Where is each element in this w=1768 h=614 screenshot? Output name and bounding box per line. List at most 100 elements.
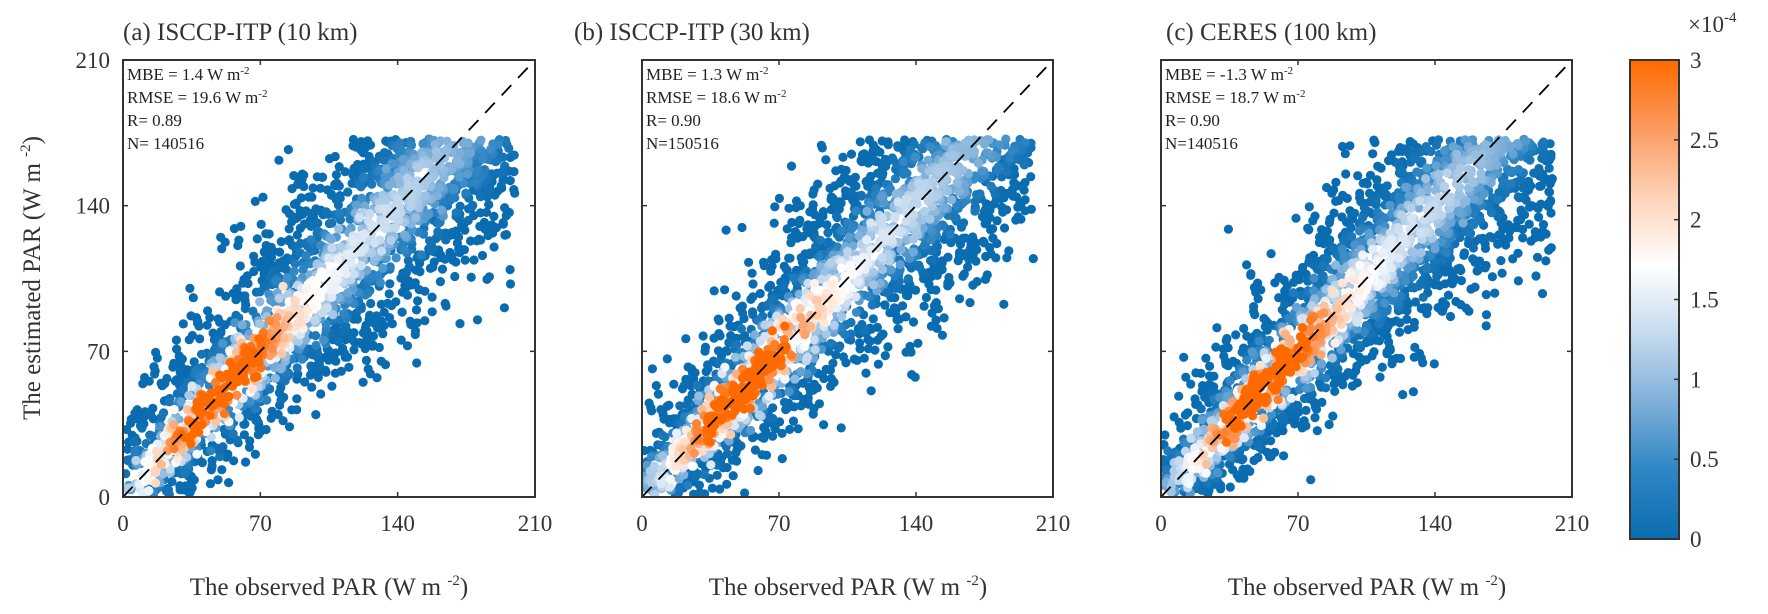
data-point — [1196, 404, 1206, 414]
data-point — [341, 321, 351, 331]
data-point — [375, 278, 385, 288]
data-point — [1384, 337, 1394, 347]
data-point — [1009, 177, 1019, 188]
data-point — [484, 185, 494, 195]
data-point — [455, 319, 465, 329]
data-point — [895, 259, 905, 270]
data-point — [143, 459, 153, 469]
data-point — [750, 330, 760, 340]
data-point — [378, 263, 388, 273]
data-point — [890, 224, 901, 234]
data-point — [411, 305, 422, 315]
data-point — [1437, 256, 1447, 266]
data-point — [297, 354, 307, 364]
data-point — [274, 293, 284, 303]
data-point — [399, 245, 410, 255]
data-point — [1016, 199, 1026, 209]
data-point — [433, 227, 443, 237]
data-point — [937, 330, 948, 340]
data-point — [1005, 153, 1015, 163]
data-point — [406, 319, 416, 330]
data-point — [779, 397, 790, 407]
data-point — [1201, 353, 1211, 363]
data-point — [292, 363, 302, 373]
data-point — [770, 422, 780, 432]
data-point — [834, 204, 844, 214]
data-point — [1526, 236, 1536, 246]
data-point — [402, 341, 413, 351]
data-point — [267, 406, 277, 416]
data-point — [732, 340, 742, 350]
data-point — [460, 255, 470, 265]
data-point — [335, 193, 345, 203]
data-point — [754, 347, 764, 357]
data-point — [454, 172, 464, 182]
data-point — [720, 362, 730, 372]
data-point — [1410, 153, 1420, 163]
data-point — [258, 192, 268, 202]
data-point — [218, 338, 228, 349]
data-point — [1237, 455, 1247, 465]
axes-frame — [641, 59, 1054, 498]
data-point — [917, 164, 927, 174]
y-ticks — [642, 59, 1053, 498]
data-point — [397, 307, 407, 317]
data-point — [147, 431, 157, 441]
data-point — [1410, 342, 1420, 352]
data-point — [1317, 397, 1327, 407]
data-point — [1186, 379, 1196, 389]
data-point — [501, 210, 512, 220]
data-point — [740, 488, 750, 497]
data-point — [1409, 352, 1419, 362]
data-point — [1375, 372, 1385, 382]
data-point — [336, 366, 346, 376]
data-point — [825, 305, 835, 315]
data-point — [1340, 149, 1350, 159]
data-point — [435, 182, 445, 192]
data-point — [219, 409, 230, 419]
data-point — [184, 390, 194, 400]
data-point — [682, 400, 692, 410]
data-point — [1297, 420, 1307, 430]
data-point — [167, 477, 177, 487]
data-point — [959, 218, 969, 228]
data-point — [1387, 150, 1397, 160]
data-point — [1417, 156, 1427, 167]
data-point — [823, 228, 833, 238]
data-point — [400, 230, 410, 240]
data-point — [851, 206, 861, 216]
data-point — [442, 195, 452, 206]
data-point — [1453, 264, 1463, 274]
data-point — [779, 261, 789, 271]
data-point — [414, 285, 424, 295]
data-point — [330, 283, 340, 293]
data-point — [505, 279, 516, 289]
data-point — [471, 177, 481, 187]
data-point — [308, 183, 318, 193]
data-point — [324, 346, 334, 356]
data-point — [1002, 253, 1012, 263]
data-point — [498, 219, 508, 229]
data-point — [298, 265, 308, 275]
data-point — [279, 333, 289, 343]
reference-line — [641, 59, 1054, 498]
data-point — [972, 277, 982, 287]
data-point — [712, 470, 722, 480]
data-point — [472, 315, 483, 325]
data-point — [309, 304, 319, 314]
data-point — [267, 344, 277, 354]
data-point — [228, 429, 238, 439]
data-point — [1377, 362, 1387, 372]
data-point — [239, 430, 249, 440]
data-point — [164, 397, 174, 407]
data-point — [939, 313, 949, 323]
data-point — [1443, 290, 1454, 300]
data-point — [912, 199, 922, 209]
data-point — [395, 138, 405, 148]
data-point — [806, 310, 816, 320]
reference-line — [122, 59, 536, 498]
data-point — [943, 210, 953, 220]
data-point — [278, 281, 288, 291]
data-point — [665, 474, 676, 484]
